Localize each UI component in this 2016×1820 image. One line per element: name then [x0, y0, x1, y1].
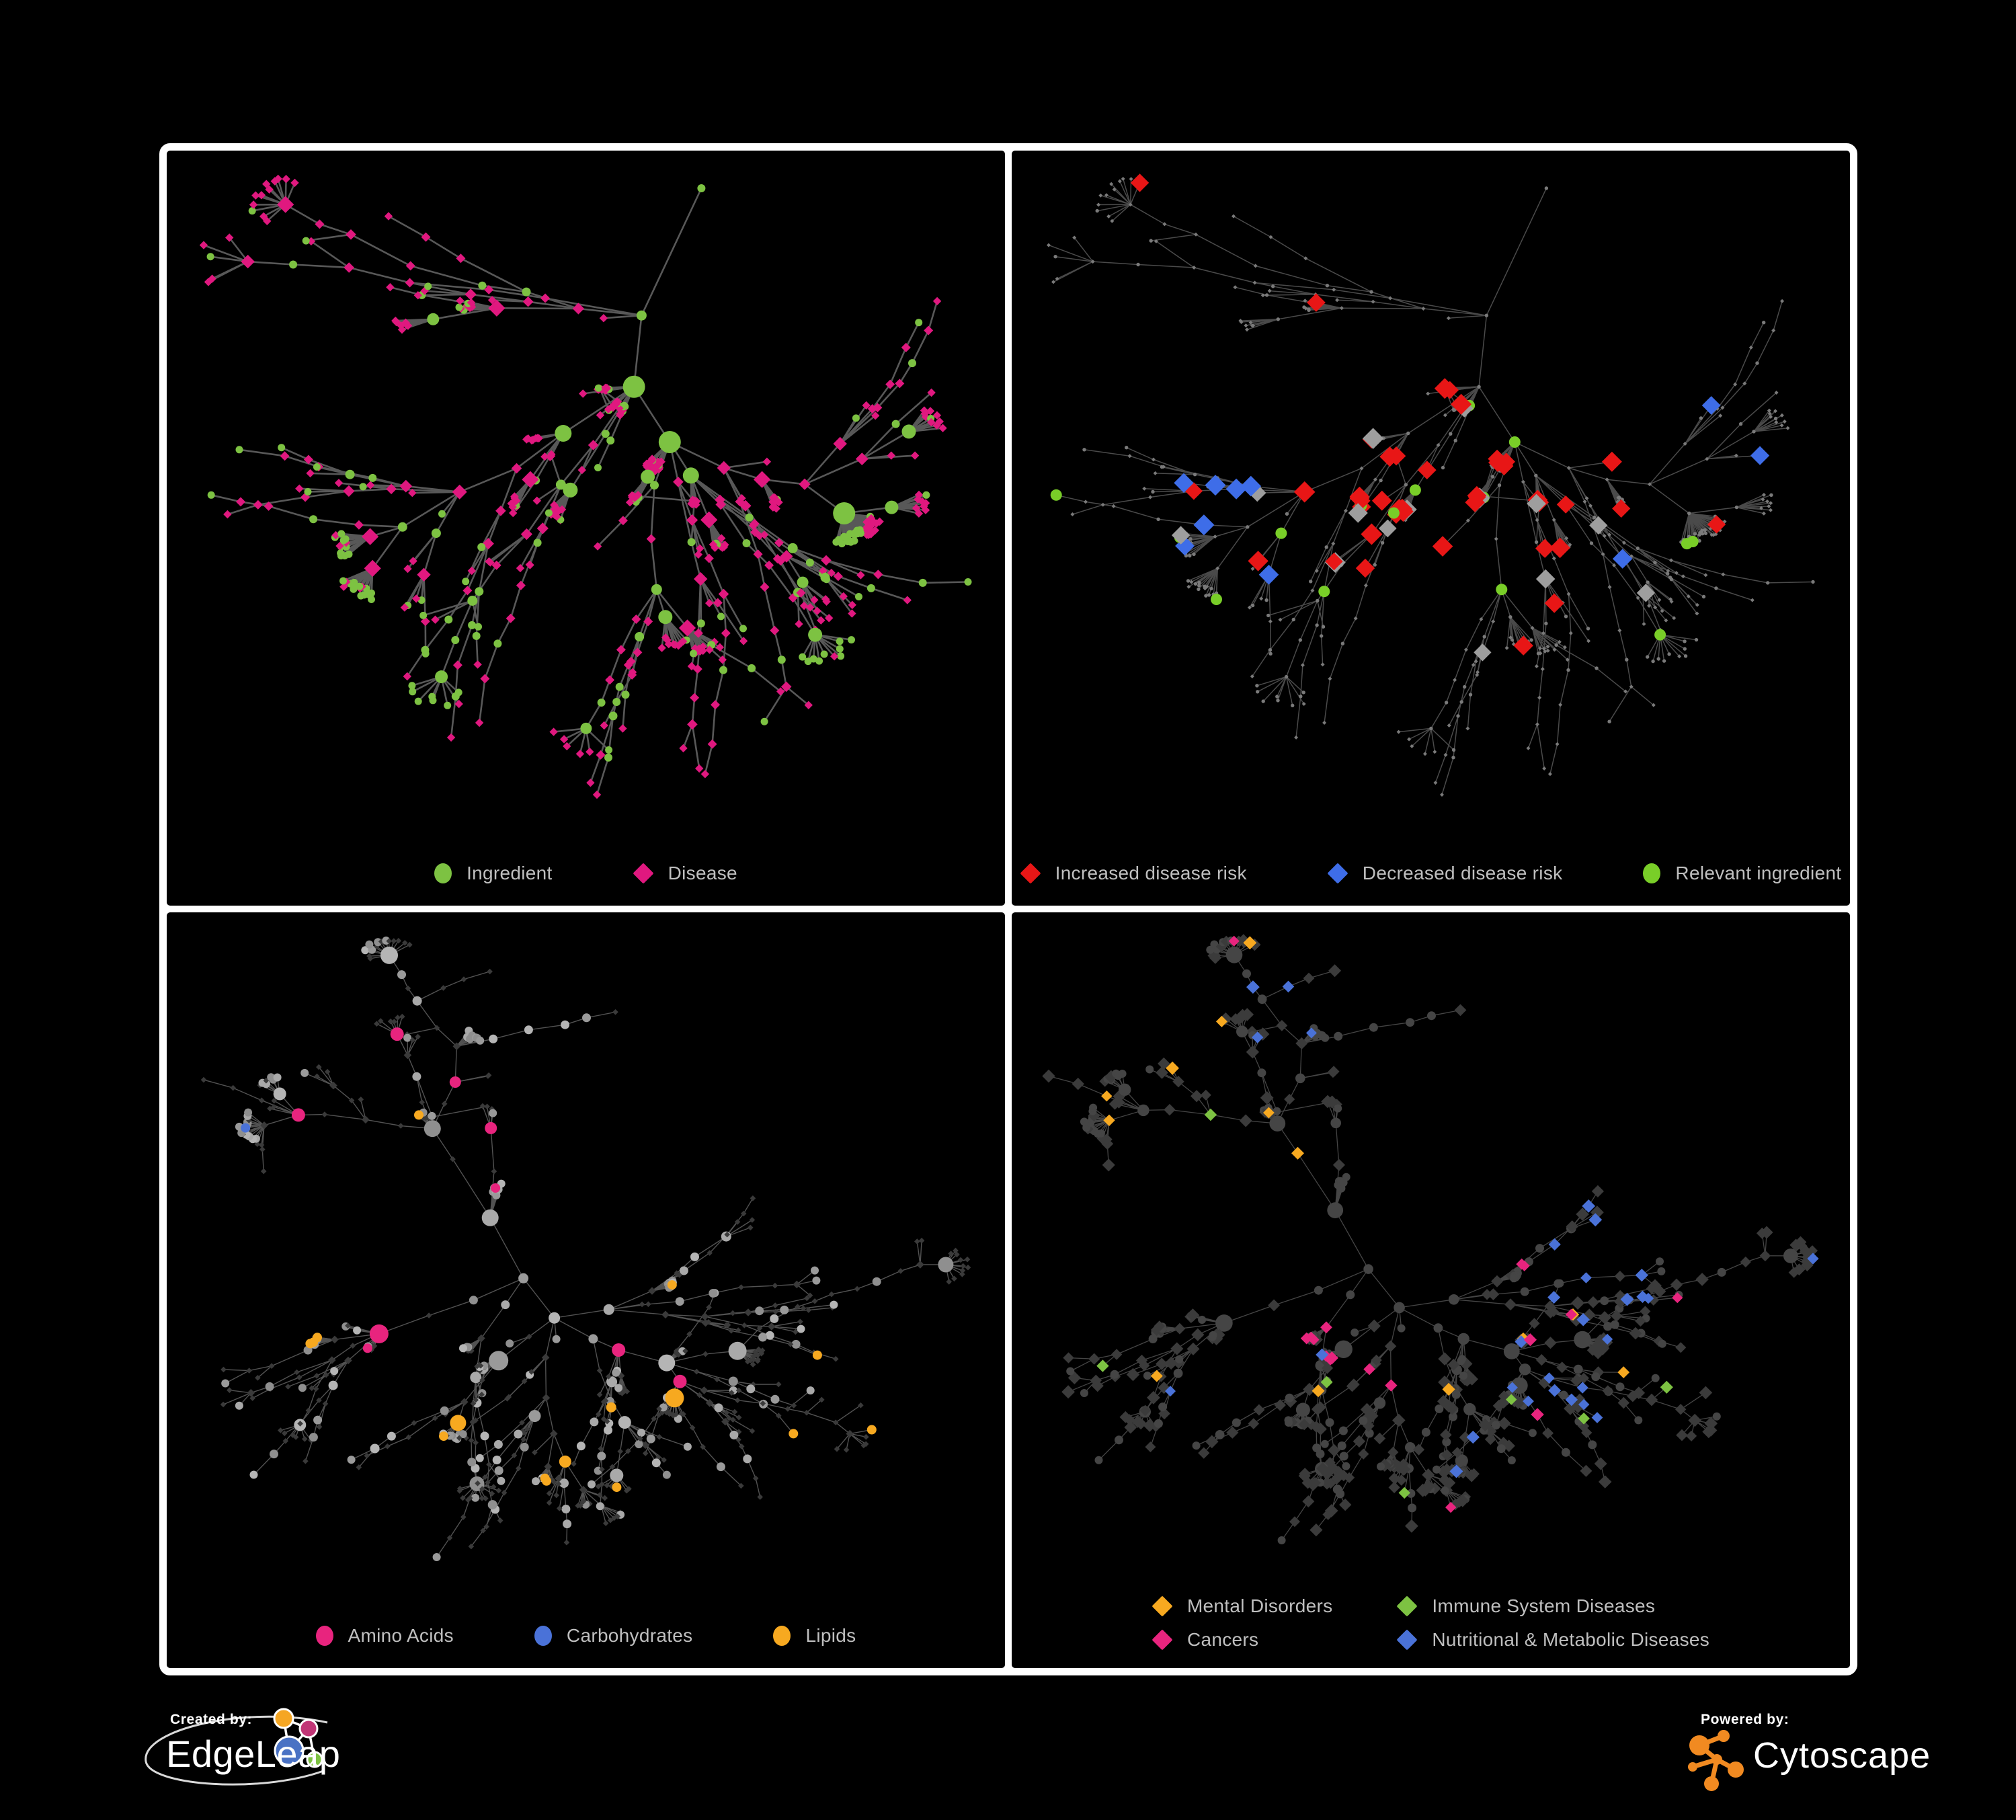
- panel-nutrient-classes: Amino Acids Carbohydrates Lipids: [167, 912, 1005, 1668]
- edgeleap-node-orange: [273, 1708, 294, 1729]
- created-by-block: Created by: EdgeLeap: [145, 1708, 542, 1818]
- legend-item: Disease: [633, 863, 737, 884]
- legend-disease-risk: Increased disease risk Decreased disease …: [1012, 863, 1850, 884]
- legend-label: Ingredient: [467, 863, 553, 883]
- powered-by-label: Powered by:: [1701, 1712, 1789, 1727]
- network-nodes: [1047, 177, 1815, 797]
- edgeleap-brand: EdgeLeap: [166, 1733, 341, 1775]
- edgeleap-node-green: [306, 1751, 323, 1768]
- legend-label: Lipids: [805, 1625, 856, 1646]
- figure-board: Ingredient Disease Increased disease risk…: [159, 143, 1857, 1675]
- created-by-label: Created by:: [170, 1712, 253, 1727]
- legend-item: Relevant ingredient: [1643, 863, 1841, 884]
- diamond-marker: [1020, 863, 1041, 884]
- circle-marker: [1643, 863, 1661, 883]
- circle-marker: [773, 1626, 791, 1646]
- legend-label: Disease: [668, 863, 737, 883]
- circle-marker: [534, 1626, 552, 1646]
- legend-label: Increased disease risk: [1055, 863, 1247, 883]
- panel-disease-risk: Increased disease risk Decreased disease …: [1012, 151, 1850, 906]
- legend-nutrient-classes: Amino Acids Carbohydrates Lipids: [167, 1625, 1005, 1647]
- network-edges: [1048, 178, 1814, 795]
- edgeleap-swoosh: [145, 1715, 328, 1786]
- network-graph: [1042, 934, 1819, 1544]
- network-nodes: [1042, 934, 1818, 1544]
- diamond-marker: [1396, 1629, 1418, 1651]
- network-graph: [1047, 173, 1815, 797]
- network-graph: [200, 937, 971, 1561]
- legend-label: Nutritional & Metabolic Diseases: [1432, 1629, 1710, 1650]
- legend-label: Immune System Diseases: [1432, 1595, 1656, 1616]
- legend-item: Lipids: [773, 1625, 856, 1647]
- edgeleap-logo-icon: [145, 1708, 328, 1786]
- edgeleap-node-blue: [274, 1735, 305, 1766]
- legend-label: Cancers: [1186, 1629, 1259, 1650]
- network-highlight-nodes: [427, 313, 916, 734]
- cytoscape-logo-icon: [1688, 1730, 1744, 1791]
- legend-item: Mental Disorders: [1152, 1595, 1332, 1617]
- legend-item: Immune System Diseases: [1396, 1595, 1709, 1617]
- diamond-marker: [1327, 863, 1348, 884]
- network-edges: [203, 940, 969, 1558]
- diamond-marker: [1152, 1629, 1173, 1651]
- network-nodes: [199, 174, 972, 799]
- legend-label: Carbohydrates: [566, 1625, 693, 1646]
- legend-ingredient-disease: Ingredient Disease: [167, 863, 1005, 884]
- cytoscape-brand: Cytoscape: [1753, 1735, 1931, 1776]
- legend-label: Amino Acids: [348, 1625, 454, 1646]
- edgeleap-node-magenta: [298, 1718, 319, 1739]
- network-edges: [1048, 940, 1814, 1541]
- circle-marker: [434, 863, 452, 883]
- legend-item: Carbohydrates: [534, 1625, 693, 1647]
- legend-item: Amino Acids: [315, 1625, 454, 1647]
- legend-label: Mental Disorders: [1186, 1595, 1333, 1616]
- legend-disease-categories: Mental Disorders Immune System Diseases Ca…: [1012, 1595, 1850, 1651]
- powered-by-block: Powered by: Cytoscape: [1683, 1710, 1966, 1791]
- diamond-marker: [1396, 1595, 1418, 1617]
- diamond-marker: [1152, 1595, 1173, 1617]
- legend-item: Nutritional & Metabolic Diseases: [1396, 1629, 1710, 1651]
- network-edges: [203, 178, 969, 795]
- panel-disease-categories: Mental Disorders Immune System Diseases Ca…: [1012, 912, 1850, 1668]
- legend-label: Decreased disease risk: [1362, 863, 1563, 883]
- panel-ingredient-disease: Ingredient Disease: [167, 151, 1005, 906]
- diamond-marker: [633, 863, 654, 884]
- legend-item: Increased disease risk: [1020, 863, 1247, 884]
- network-graph: [199, 174, 972, 799]
- circle-marker: [315, 1626, 333, 1646]
- network-nodes: [200, 937, 971, 1561]
- legend-item: Ingredient: [434, 863, 553, 884]
- network-highlight-nodes: [241, 1027, 877, 1493]
- network-highlight-nodes: [1050, 173, 1770, 662]
- legend-item: Cancers: [1152, 1629, 1332, 1651]
- legend-item: Decreased disease risk: [1327, 863, 1563, 884]
- legend-label: Relevant ingredient: [1675, 863, 1842, 883]
